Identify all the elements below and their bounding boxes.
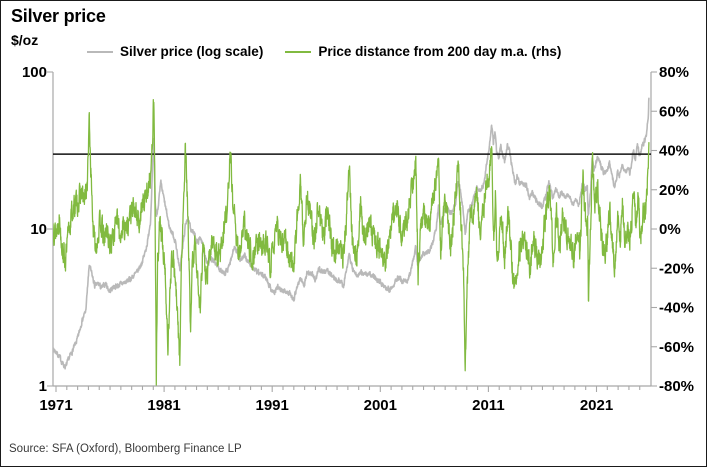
y-right-tick-label: 80% bbox=[659, 64, 689, 81]
y-right-tick-label: -20% bbox=[659, 260, 694, 277]
chart-title: Silver price bbox=[11, 6, 106, 26]
x-tick-label: 1981 bbox=[147, 397, 180, 414]
x-tick-label: 2011 bbox=[472, 397, 505, 414]
legend-item-price-distance: Price distance from 200 day m.a. (rhs) bbox=[285, 44, 561, 59]
silver-price-line bbox=[53, 97, 650, 370]
y-left-tick-label: 10 bbox=[30, 221, 47, 238]
y-left-tick-label: 100 bbox=[22, 64, 47, 81]
y-left-tick-label: 1 bbox=[39, 378, 47, 395]
legend-label-silver-price: Silver price (log scale) bbox=[120, 44, 264, 59]
y-right-axis-tick-labels: 80% 60% 40% 20% 0% -20% -40% -60% -80% bbox=[659, 64, 694, 395]
x-tick-label: 2021 bbox=[580, 397, 613, 414]
y-right-tick-label: -60% bbox=[659, 339, 694, 356]
source-attribution: Source: SFA (Oxford), Bloomberg Finance … bbox=[9, 443, 242, 455]
silver-price-legend-swatch-icon bbox=[87, 50, 113, 53]
y-right-tick-label: 0% bbox=[659, 221, 681, 238]
legend-label-price-distance: Price distance from 200 day m.a. (rhs) bbox=[318, 44, 562, 59]
distance-from-200dma-line bbox=[53, 99, 650, 386]
y-left-axis-unit: $/oz bbox=[11, 32, 39, 48]
y-right-tick-label: -80% bbox=[659, 378, 694, 395]
y-right-tick-label: 60% bbox=[659, 103, 689, 120]
y-right-tick-label: 20% bbox=[659, 182, 689, 199]
price-distance-legend-swatch-icon bbox=[285, 50, 312, 53]
x-tick-label: 1971 bbox=[39, 397, 72, 414]
legend: Silver price (log scale) Price distance … bbox=[87, 44, 561, 59]
x-tick-label: 2001 bbox=[364, 397, 397, 414]
y-left-axis-tick-labels: 100 10 1 bbox=[22, 64, 47, 395]
legend-item-silver-price: Silver price (log scale) bbox=[87, 44, 263, 59]
x-tick-label: 1991 bbox=[256, 397, 289, 414]
y-right-tick-label: -40% bbox=[659, 300, 694, 317]
axes bbox=[47, 71, 657, 392]
y-right-tick-label: 40% bbox=[659, 143, 689, 160]
x-axis-tick-labels: 1971 1981 1991 2001 2011 2021 bbox=[39, 397, 613, 414]
